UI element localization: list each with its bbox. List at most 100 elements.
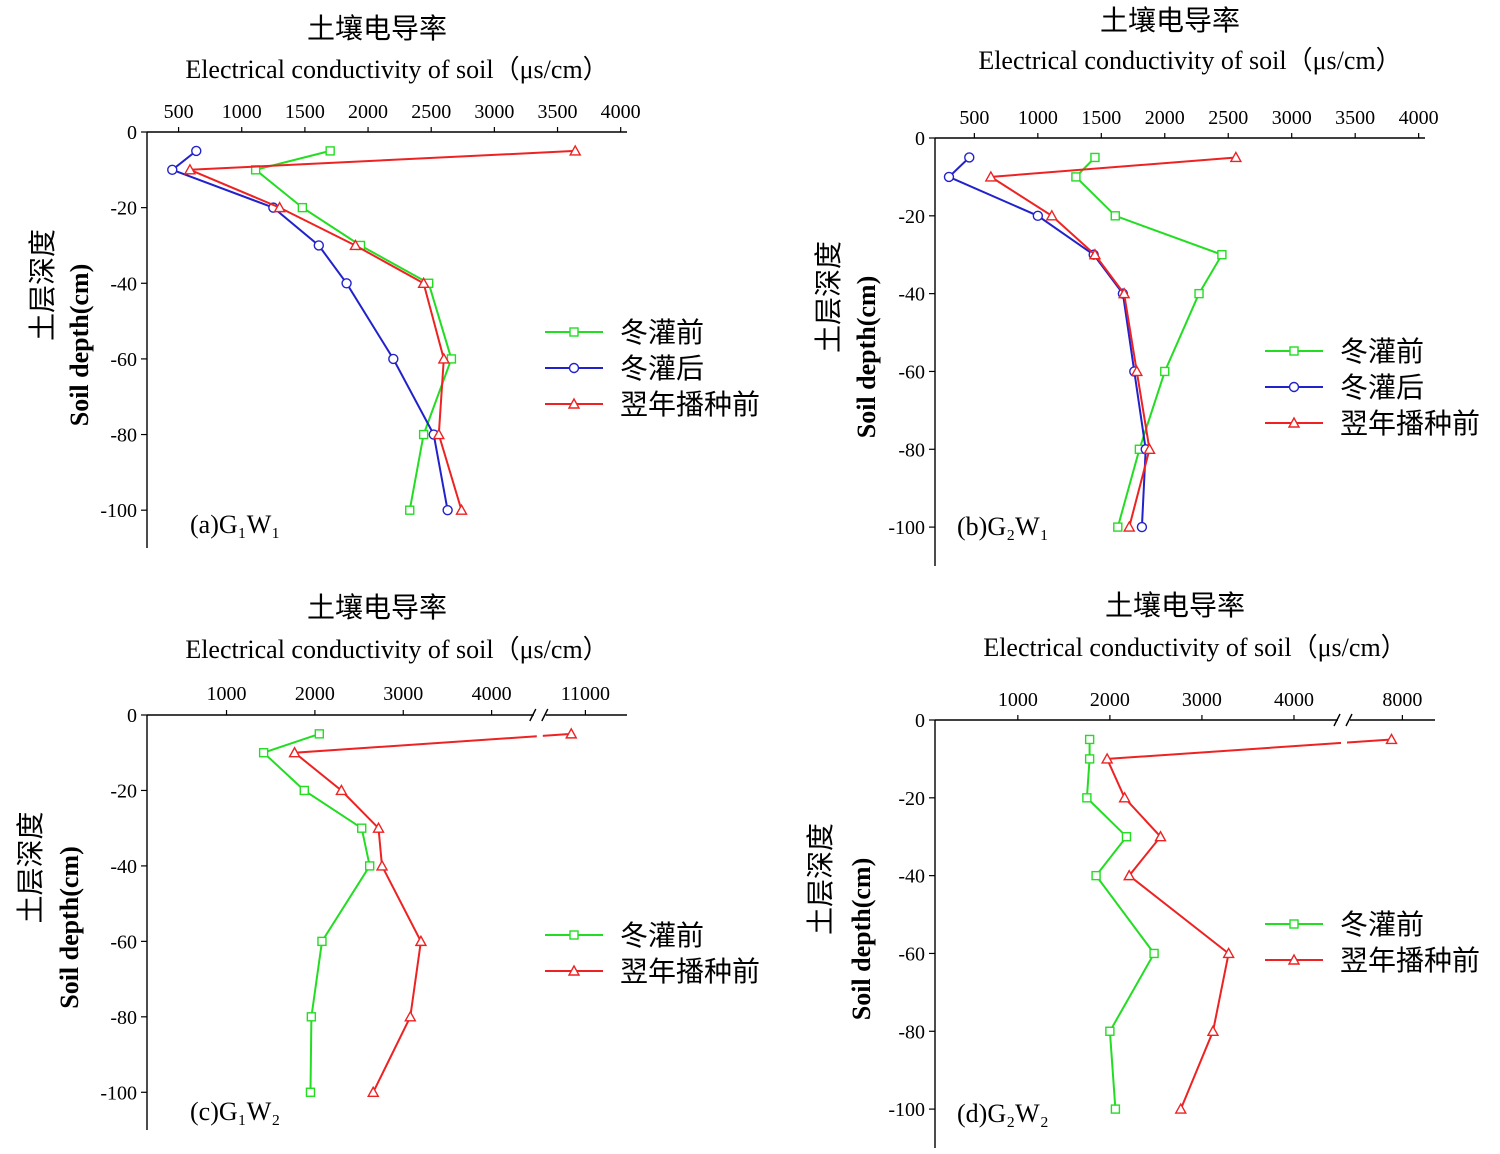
data-point [341,278,352,289]
data-point [1174,1102,1187,1114]
x-tick-label: 1500 [1081,107,1121,129]
data-point [306,1012,317,1022]
panel-label: (b)G₂W₁ [957,512,1049,541]
data-point [442,504,453,516]
axis-break-mark [1333,713,1341,727]
y-tick-label: -100 [888,517,925,539]
y-tick-label: -60 [110,349,137,371]
series-翌年播种前 [984,151,1243,532]
data-point [335,784,348,796]
legend-marker [568,362,580,374]
data-point [364,861,375,871]
data-point [455,503,468,515]
x-tick-label: 3000 [1272,107,1312,129]
y-tick-label: 0 [915,128,925,150]
data-point [1206,1024,1220,1036]
series-翌年播种前 [1100,733,1398,1114]
legend-marker [567,964,581,976]
data-point [299,785,309,796]
legend-marker [567,397,581,409]
y-tick-label: 0 [127,122,137,144]
data-point [1084,734,1095,745]
legend-label: 冬灌前 [1340,336,1424,368]
y-tick-label: -20 [110,198,137,220]
x-tick-label: 3500 [1335,107,1375,129]
data-point [565,727,578,739]
data-point [1110,1104,1121,1114]
data-point [317,936,327,947]
y-axis-label-cn: 土层深度 [813,241,845,353]
chart-panel-1: 土壤电导率 Electrical conductivity of soil（μs/… [27,13,760,548]
y-axis-label-en: Soil depth(cm) [852,276,881,439]
data-point [191,145,202,157]
data-point [569,144,582,156]
chart-title: 土壤电导率 [307,13,447,45]
series-line [1074,156,1224,528]
legend-marker [1287,953,1301,965]
y-tick-label: -100 [888,1099,925,1121]
data-point [1217,250,1227,260]
x-axis-label: Electrical conductivity of soil（μs/cm） [978,46,1401,75]
panel-label: (d)G₂W₂ [957,1099,1049,1128]
series-line [170,150,449,511]
data-point [1123,520,1136,532]
data-point [984,170,998,182]
y-tick-label: -80 [898,439,925,461]
data-point [1084,754,1095,764]
legend-marker [1287,416,1301,428]
series-冬灌后 [943,152,1151,533]
x-axis-label: Electrical conductivity of soil（μs/cm） [983,633,1406,662]
series-line [1105,738,1392,1110]
x-tick-label: 1000 [998,689,1038,711]
axis-break-mark [541,708,549,722]
series-冬灌前 [250,146,457,515]
y-tick-label: -60 [110,931,137,953]
x-tick-label: 1000 [1018,107,1058,129]
series-line [987,156,1236,528]
y-tick-label: -40 [110,273,137,295]
legend-label: 翌年播种前 [1340,945,1480,977]
data-point [943,171,955,183]
series-冬灌前 [1082,734,1159,1114]
data-point [297,202,308,213]
data-point [273,201,286,213]
x-tick-label: 3000 [1182,689,1222,711]
y-axis-label-en: Soil depth(cm) [847,858,876,1021]
chart-panel-4: 土壤电导率 Electrical conductivity of soil（μs/… [805,590,1480,1148]
legend-label: 翌年播种前 [620,389,760,421]
x-tick-label: 2000 [1090,689,1130,711]
data-point [1045,209,1058,221]
data-point [183,163,197,175]
x-tick-label: 3000 [474,101,514,123]
x-axis-label: Electrical conductivity of soil（μs/cm） [185,635,608,664]
data-point [1113,522,1123,532]
y-axis-label-cn: 土层深度 [27,229,59,341]
chart-title: 土壤电导率 [307,592,447,624]
data-point [1117,287,1131,299]
x-tick-label: 500 [164,101,194,123]
y-tick-label: -80 [110,425,137,447]
x-tick-label: 2000 [1145,107,1185,129]
axis-break-mark [529,708,537,722]
data-point [258,748,269,758]
data-point [288,746,301,758]
data-point [372,821,385,833]
data-point [417,276,430,288]
x-tick-label: 1500 [285,101,325,123]
y-tick-label: -80 [898,1021,925,1043]
series-line [261,732,371,1093]
panel-label: (c)G₁W₂ [190,1097,280,1126]
y-tick-label: -60 [898,943,925,965]
data-point [1229,151,1243,163]
data-point [1160,366,1170,377]
legend-marker [569,930,579,940]
data-point [1143,442,1156,454]
data-point [349,239,362,251]
data-point [314,729,325,739]
data-point [1088,248,1102,260]
series-line [291,732,572,1093]
data-point [1222,947,1235,959]
x-tick-label: 4000 [1399,107,1439,129]
y-axis-label-en: Soil depth(cm) [55,846,84,1009]
y-tick-label: -20 [110,780,137,802]
